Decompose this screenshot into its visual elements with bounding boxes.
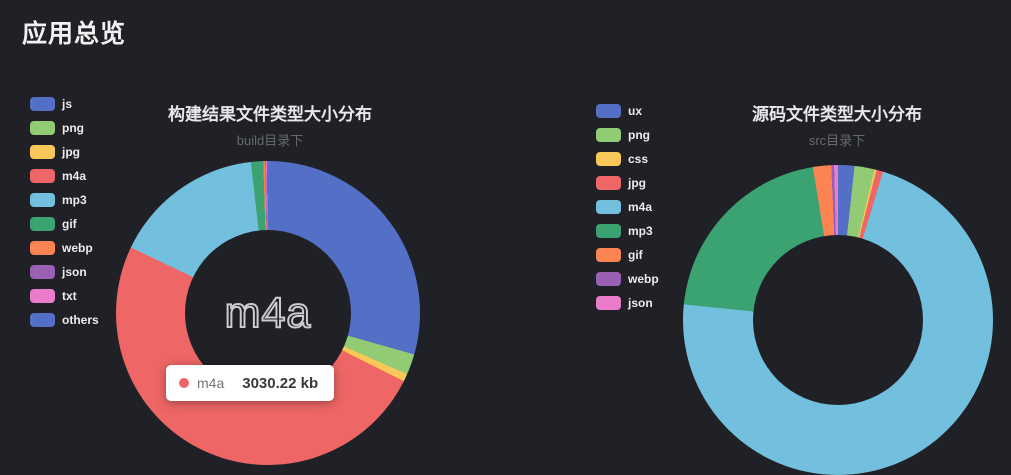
legend-label: json (62, 265, 87, 279)
legend-item[interactable]: others (30, 313, 99, 327)
legend-swatch-icon (30, 97, 55, 111)
legend-label: mp3 (62, 193, 87, 207)
legend-swatch-icon (596, 224, 621, 238)
legend-swatch-icon (30, 241, 55, 255)
legend: ux png css jpg m4a mp3 gif webp json (596, 104, 659, 310)
legend-item[interactable]: webp (30, 241, 99, 255)
center-label: m4a (224, 288, 312, 338)
legend-item[interactable]: jpg (30, 145, 99, 159)
legend-swatch-icon (596, 248, 621, 262)
legend-label: others (62, 313, 99, 327)
legend-item[interactable]: css (596, 152, 659, 166)
legend-item[interactable]: ux (596, 104, 659, 118)
legend-item[interactable]: png (30, 121, 99, 135)
legend-item[interactable]: mp3 (596, 224, 659, 238)
chart-title: 源码文件类型大小分布 (752, 105, 922, 124)
tooltip-series-dot-icon (179, 378, 189, 388)
page-title: 应用总览 (22, 20, 127, 48)
donut-hole (753, 235, 923, 405)
legend-swatch-icon (30, 121, 55, 135)
legend-label: webp (62, 241, 93, 255)
legend-item[interactable]: gif (30, 217, 99, 231)
legend-item[interactable]: gif (596, 248, 659, 262)
legend-label: txt (62, 289, 77, 303)
legend-item[interactable]: json (596, 296, 659, 310)
legend-item[interactable]: mp3 (30, 193, 99, 207)
legend-swatch-icon (596, 104, 621, 118)
chart-subtitle: src目录下 (808, 133, 866, 148)
legend-label: js (62, 97, 73, 111)
legend-item[interactable]: m4a (596, 200, 659, 214)
legend-item[interactable]: js (30, 97, 99, 111)
chart-subtitle: build目录下 (236, 133, 304, 148)
chart-title: 构建结果文件类型大小分布 (168, 105, 372, 124)
legend-swatch-icon (30, 217, 55, 231)
legend-label: png (628, 128, 650, 142)
tooltip-name: m4a (197, 375, 225, 391)
legend-label: m4a (628, 200, 653, 214)
legend-item[interactable]: webp (596, 272, 659, 286)
legend-swatch-icon (30, 145, 55, 159)
legend: js png jpg m4a mp3 gif webp json txt oth… (30, 97, 99, 327)
legend-label: css (628, 152, 649, 166)
legend-swatch-icon (596, 200, 621, 214)
legend-label: mp3 (628, 224, 653, 238)
legend-label: ux (628, 104, 643, 118)
legend-swatch-icon (30, 169, 55, 183)
legend-item[interactable]: json (30, 265, 99, 279)
legend-swatch-icon (30, 313, 55, 327)
legend-label: m4a (62, 169, 87, 183)
legend-swatch-icon (30, 193, 55, 207)
tooltip: m4a 3030.22 kb (166, 365, 335, 401)
legend-swatch-icon (596, 176, 621, 190)
legend-label: jpg (628, 176, 646, 190)
legend-label: png (62, 121, 84, 135)
tooltip-value: 3030.22 kb (242, 374, 319, 392)
legend-swatch-icon (596, 128, 621, 142)
legend-swatch-icon (596, 152, 621, 166)
legend-item[interactable]: png (596, 128, 659, 142)
legend-label: webp (628, 272, 659, 286)
legend-item[interactable]: jpg (596, 176, 659, 190)
legend-swatch-icon (596, 272, 621, 286)
legend-label: json (628, 296, 653, 310)
legend-swatch-icon (30, 289, 55, 303)
legend-label: gif (62, 217, 77, 231)
legend-swatch-icon (30, 265, 55, 279)
legend-item[interactable]: m4a (30, 169, 99, 183)
legend-swatch-icon (596, 296, 621, 310)
legend-label: jpg (62, 145, 80, 159)
legend-item[interactable]: txt (30, 289, 99, 303)
legend-label: gif (628, 248, 643, 262)
